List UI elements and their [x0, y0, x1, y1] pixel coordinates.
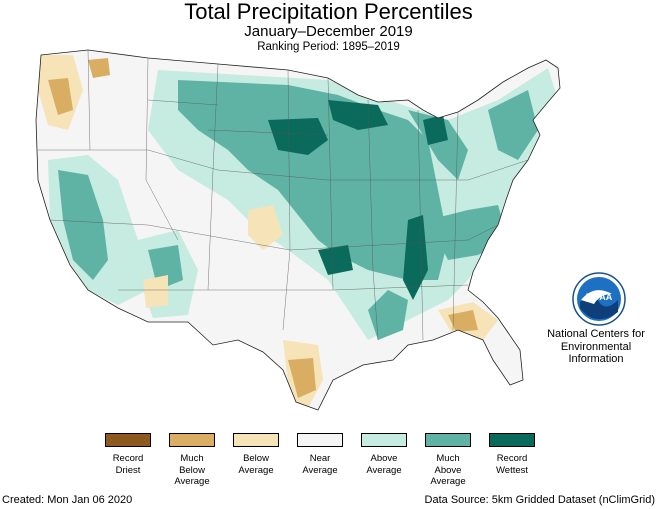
- legend-swatch: [425, 433, 471, 447]
- legend-label: Much Below Average: [174, 453, 210, 487]
- noaa-logo-text: NOAA: [586, 292, 613, 302]
- legend-swatch: [489, 433, 535, 447]
- noaa-logo: NOAA: [572, 272, 626, 326]
- map-subtitle: January–December 2019: [244, 23, 413, 40]
- legend: Record Driest Much Below Average Below Avera…: [96, 433, 544, 489]
- percentile-fill: [36, 50, 560, 410]
- map-title: Total Precipitation Percentiles: [184, 0, 473, 24]
- legend-label: Much Above Average: [430, 453, 466, 487]
- agency-name: National Centers for Environmental Infor…: [540, 328, 652, 366]
- legend-item-record-driest: Record Driest: [96, 433, 160, 476]
- precipitation-map: [35, 49, 561, 411]
- agency-name-line1: National Centers for: [547, 328, 645, 340]
- legend-item-much-below-average: Much Below Average: [160, 433, 224, 488]
- legend-swatch: [169, 433, 215, 447]
- legend-item-much-above-average: Much Above Average: [416, 433, 480, 488]
- legend-swatch: [105, 433, 151, 447]
- legend-label: Above Average: [366, 453, 402, 476]
- legend-label: Below Average: [238, 453, 274, 476]
- legend-swatch: [233, 433, 279, 447]
- legend-swatch: [361, 433, 407, 447]
- ranking-period: Ranking Period: 1895–2019: [257, 41, 400, 53]
- agency-name-line3: Information: [568, 353, 624, 365]
- us-outline: [35, 49, 561, 411]
- legend-label: Near Average: [302, 453, 338, 476]
- state-boundaries: [38, 49, 529, 341]
- legend-item-above-average: Above Average: [352, 433, 416, 476]
- legend-label: Record Driest: [112, 453, 144, 476]
- legend-item-below-average: Below Average: [224, 433, 288, 476]
- created-date: Created: Mon Jan 06 2020: [2, 494, 133, 506]
- data-source: Data Source: 5km Gridded Dataset (nClimG…: [424, 494, 655, 506]
- legend-item-record-wettest: Record Wettest: [480, 433, 544, 476]
- agency-name-line2: Environmental: [560, 340, 632, 353]
- legend-item-near-average: Near Average: [288, 433, 352, 476]
- legend-swatch: [297, 433, 343, 447]
- legend-label: Record Wettest: [495, 453, 529, 476]
